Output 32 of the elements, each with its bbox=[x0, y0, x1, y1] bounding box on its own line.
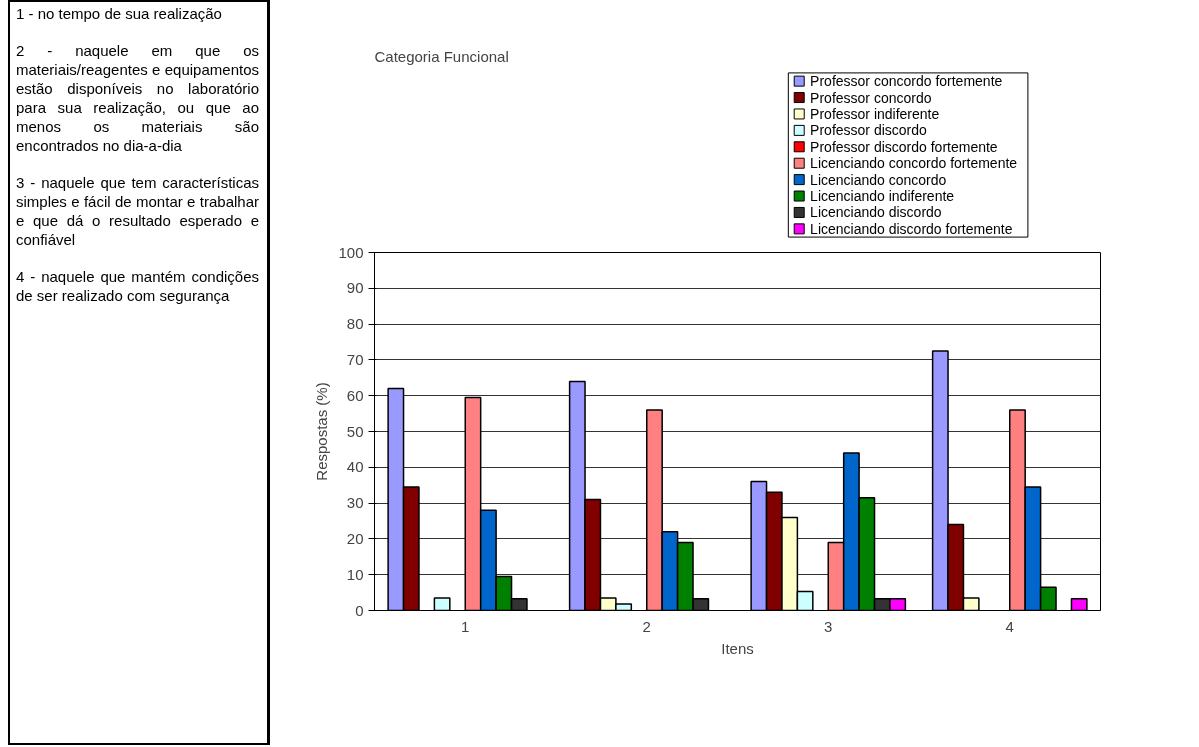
legend-label: Licenciando discordo bbox=[810, 204, 942, 221]
y-tick-label: 90 bbox=[346, 279, 364, 297]
y-tick-label: 100 bbox=[338, 243, 364, 261]
legend-label: Professor discordo fortemente bbox=[810, 138, 998, 155]
x-tick-label: 2 bbox=[642, 617, 651, 635]
y-tick-label: 40 bbox=[346, 458, 364, 476]
legend-label: Professor indiferente bbox=[810, 105, 940, 122]
chart-title: Categoria Funcional bbox=[374, 47, 509, 65]
text: 2 - naquele em que os materiais/reagentes e equipamentos estão disponíveis no laboratório para sua realização, ou que ao menos os materiais são encontrados no dia-a-dia bbox=[16, 41, 259, 155]
legend-label: Professor discordo bbox=[810, 122, 928, 139]
legend-label: Licenciando concordo bbox=[810, 171, 947, 188]
y-tick-label: 80 bbox=[346, 315, 364, 333]
text: 1 - no tempo de sua realização bbox=[16, 4, 223, 23]
x-tick-label: 1 bbox=[461, 617, 470, 635]
x-axis-title: Itens bbox=[721, 639, 754, 657]
y-tick-label: 0 bbox=[355, 601, 364, 619]
y-tick-label: 50 bbox=[346, 422, 364, 440]
legend-label: Professor concordo fortemente bbox=[810, 73, 1003, 90]
y-tick-label: 70 bbox=[346, 350, 364, 368]
y-axis-title: Respostas (%) bbox=[313, 382, 331, 481]
y-tick-label: 10 bbox=[346, 565, 364, 583]
legend-label: Licenciando discordo fortemente bbox=[810, 220, 1013, 237]
y-tick-label: 20 bbox=[346, 529, 364, 547]
legend-label: Licenciando concordo fortemente bbox=[810, 155, 1018, 172]
y-tick-label: 60 bbox=[346, 386, 364, 404]
y-tick-label: 30 bbox=[346, 494, 364, 512]
x-tick-label: 3 bbox=[824, 617, 833, 635]
legend-label: Professor concordo bbox=[810, 89, 932, 106]
x-tick-label: 4 bbox=[1005, 617, 1014, 635]
legend-label: Licenciando indiferente bbox=[810, 188, 955, 205]
text: 4 - naquele que mantém condições de ser realizado com segurança bbox=[16, 267, 259, 305]
text: 3 - naquele que tem características simples e fácil de montar e trabalhar e que dá o resultado esperado e confiável bbox=[16, 173, 259, 249]
